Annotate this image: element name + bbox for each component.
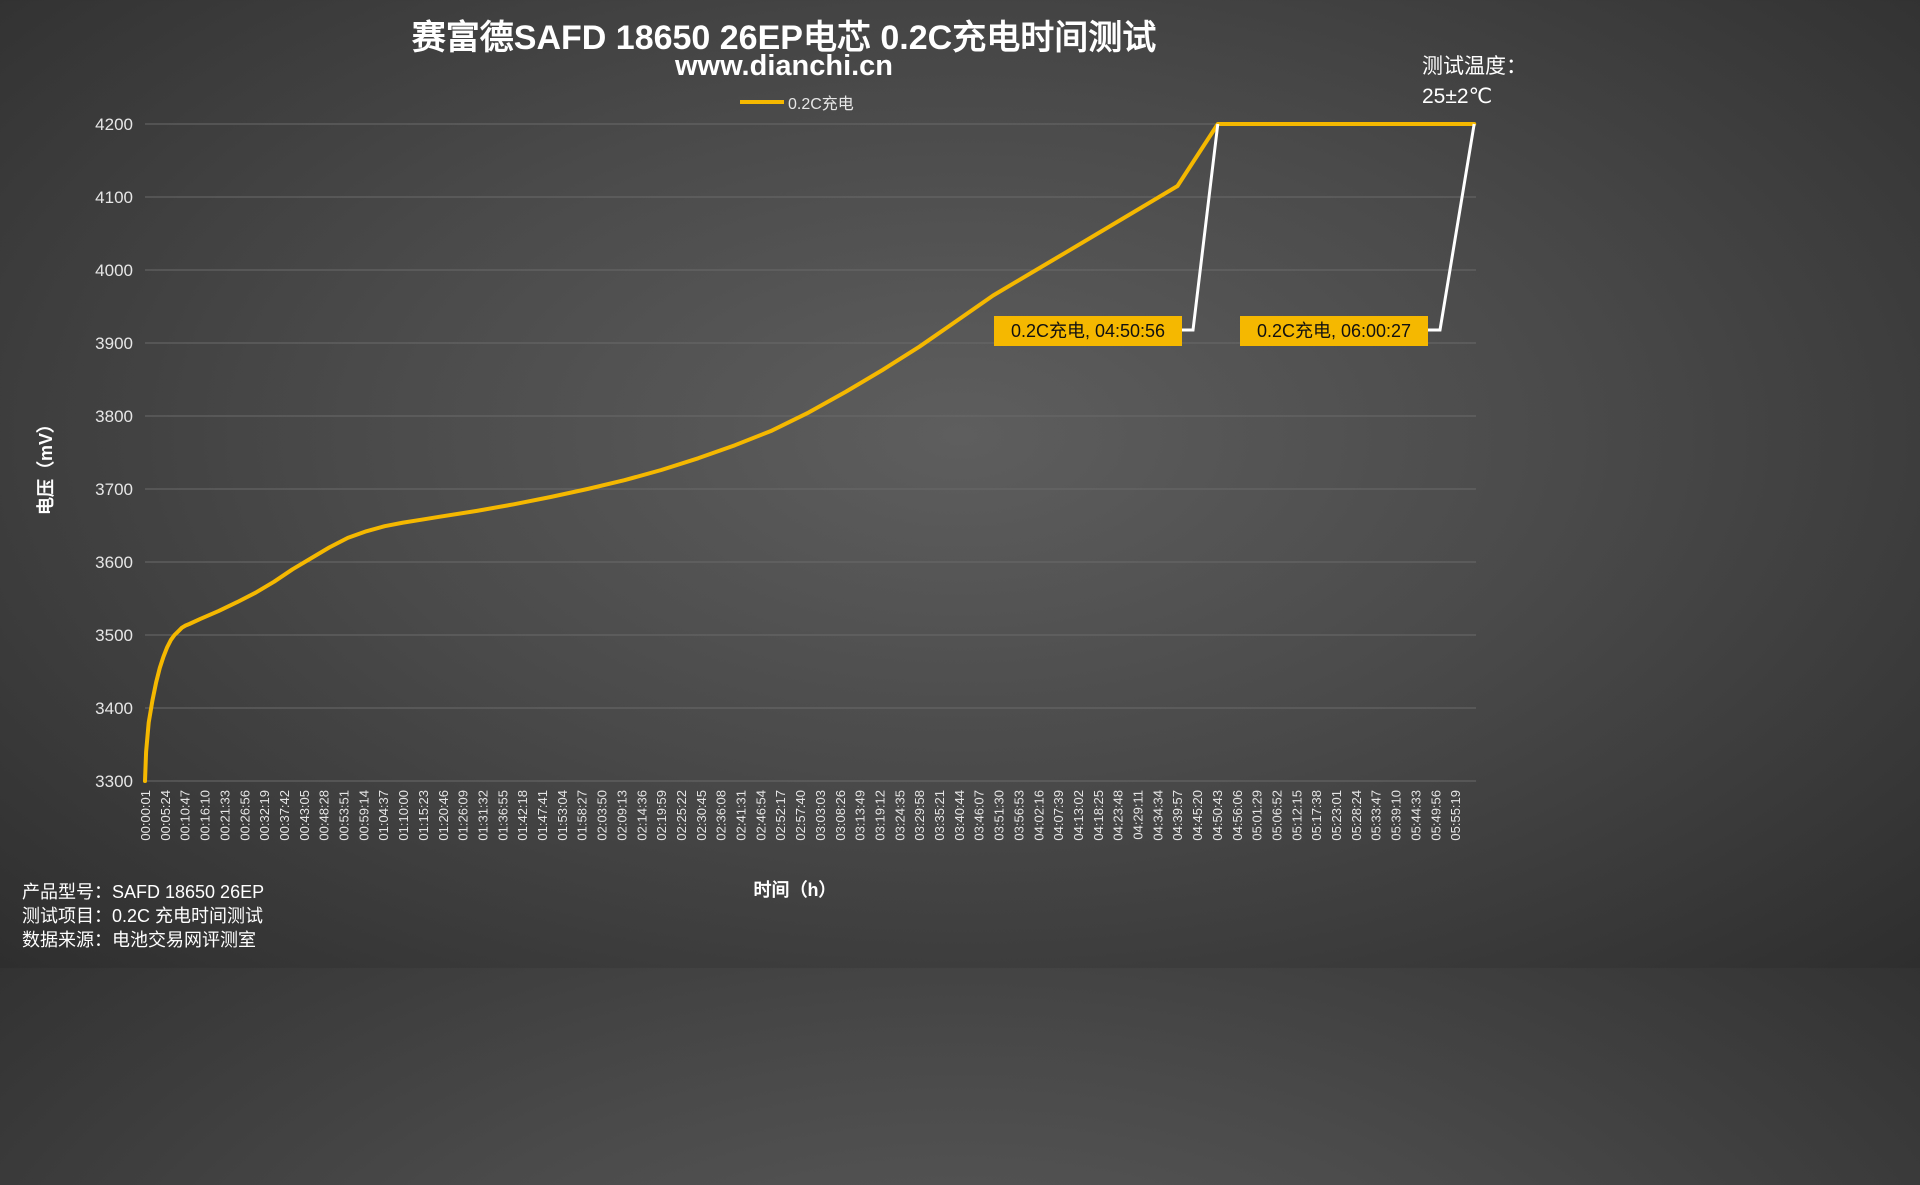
info-source: 数据来源：电池交易网评测室 [22, 930, 256, 950]
line-chart: 3300 3400 3500 3600 3700 3800 3900 4000 4100 4200… [95, 115, 1477, 841]
legend-swatch [740, 100, 784, 104]
x-tick-label: 00:59:14 [356, 790, 371, 841]
x-tick-label: 03:51:30 [992, 790, 1007, 841]
annotation-label: 0.2C充电, 04:50:56 [1011, 321, 1165, 341]
x-tick-label: 00:26:56 [237, 790, 252, 841]
x-tick-label: 00:10:47 [178, 790, 193, 841]
x-tick-label: 02:52:17 [773, 790, 788, 841]
info-block: 产品型号：SAFD 18650 26EP 测试项目：0.2C 充电时间测试 数据… [22, 880, 264, 952]
x-tick-label: 04:56:06 [1230, 790, 1245, 841]
x-axis-label: 时间（h） [753, 880, 837, 900]
x-tick-label: 04:29:11 [1131, 790, 1146, 840]
x-tick-label: 04:50:43 [1210, 790, 1225, 841]
x-tick-label: 01:26:09 [456, 790, 471, 841]
y-tick-label: 3800 [95, 407, 133, 426]
x-tick-label: 03:46:07 [972, 790, 987, 841]
x-tick-label: 01:10:00 [396, 790, 411, 841]
chart-legend: 0.2C充电 [740, 90, 854, 114]
x-tick-label: 04:45:20 [1190, 790, 1205, 841]
x-tick-label: 01:31:32 [475, 790, 490, 841]
y-tick-label: 3400 [95, 699, 133, 718]
series-line-0.2C [143, 122, 1477, 783]
x-tick-label: 02:14:36 [634, 790, 649, 841]
x-tick-label: 05:17:38 [1309, 790, 1324, 841]
x-tick-label: 05:44:33 [1408, 790, 1423, 841]
x-tick-label: 01:04:37 [376, 790, 391, 841]
x-tick-label: 01:58:27 [575, 790, 590, 841]
info-test-item: 测试项目：0.2C 充电时间测试 [22, 906, 264, 926]
x-tick-label: 03:19:12 [872, 790, 887, 841]
x-tick-label: 00:48:28 [317, 790, 332, 841]
x-tick-label: 02:41:31 [734, 790, 749, 841]
info-model: 产品型号：SAFD 18650 26EP [22, 882, 265, 902]
x-tick-label: 05:55:19 [1448, 790, 1463, 841]
x-tick-label: 01:20:46 [436, 790, 451, 841]
x-tick-label: 00:05:24 [158, 790, 173, 841]
y-tick-label: 3600 [95, 553, 133, 572]
y-tick-label: 3500 [95, 626, 133, 645]
x-tick-label: 00:16:10 [198, 790, 213, 841]
x-tick-label: 02:03:50 [595, 790, 610, 841]
x-tick-label: 05:12:15 [1289, 790, 1304, 841]
x-tick-label: 00:00:01 [138, 790, 153, 841]
temperature-value: 25±2℃ [1422, 85, 1493, 108]
x-tick-label: 05:06:52 [1269, 790, 1284, 841]
x-tick-label: 04:07:39 [1051, 790, 1066, 841]
x-tick-label: 03:03:03 [813, 790, 828, 841]
y-tick-label: 4100 [95, 188, 133, 207]
x-tick-label: 00:43:05 [297, 790, 312, 841]
x-tick-label: 00:32:19 [257, 790, 272, 841]
x-tick-label: 05:39:10 [1389, 790, 1404, 841]
x-tick-label: 03:13:49 [853, 790, 868, 841]
x-tick-label: 04:18:25 [1091, 790, 1106, 841]
x-tick-label: 01:42:18 [515, 790, 530, 841]
x-tick-label: 03:56:53 [1011, 790, 1026, 841]
x-tick-label: 01:53:04 [555, 790, 570, 841]
x-tick-label: 02:36:08 [714, 790, 729, 841]
y-tick-label: 3900 [95, 334, 133, 353]
x-tick-label: 00:21:33 [217, 790, 232, 841]
x-tick-label: 04:02:16 [1031, 790, 1046, 841]
x-tick-label: 01:36:55 [495, 790, 510, 841]
x-tick-label: 05:33:47 [1369, 790, 1384, 841]
annotation-leader-line [1428, 123, 1476, 332]
legend-label: 0.2C充电 [788, 96, 854, 113]
annotation-label: 0.2C充电, 06:00:27 [1257, 321, 1411, 341]
x-tick-label: 02:46:54 [753, 790, 768, 841]
x-tick-label: 02:25:22 [674, 790, 689, 841]
annotation-leader-line [1182, 123, 1220, 332]
x-tick-label: 02:09:13 [614, 790, 629, 841]
x-tick-label: 03:24:35 [892, 790, 907, 841]
x-tick-label: 02:19:59 [654, 790, 669, 841]
x-tick-label: 04:34:34 [1150, 790, 1165, 841]
x-tick-label: 00:53:51 [337, 790, 352, 841]
x-tick-label: 03:35:21 [932, 790, 947, 841]
y-tick-label: 3700 [95, 480, 133, 499]
y-tick-label: 4000 [95, 261, 133, 280]
x-tick-label: 02:57:40 [793, 790, 808, 841]
x-tick-label: 03:29:58 [912, 790, 927, 841]
x-tick-label: 01:47:41 [535, 790, 550, 841]
y-tick-label: 3300 [95, 772, 133, 791]
temperature-note: 测试温度： 25±2℃ [1422, 52, 1527, 112]
x-tick-label: 05:49:56 [1428, 790, 1443, 841]
x-tick-label: 05:01:29 [1250, 790, 1265, 841]
x-tick-label: 05:23:01 [1329, 790, 1344, 841]
x-tick-label: 05:28:24 [1349, 790, 1364, 841]
x-tick-label: 04:39:57 [1170, 790, 1185, 841]
temperature-label: 测试温度： [1422, 55, 1527, 78]
chart-subtitle: www.dianchi.cn [674, 50, 894, 82]
y-tick-label: 4200 [95, 115, 133, 134]
annotation-box [1240, 316, 1428, 346]
x-tick-label: 01:15:23 [416, 790, 431, 841]
x-tick-label: 04:23:48 [1111, 790, 1126, 841]
x-tick-label: 02:30:45 [694, 790, 709, 841]
x-tick-label: 00:37:42 [277, 790, 292, 841]
annotation-box [994, 316, 1182, 346]
chart-title: 赛富德SAFD 18650 26EP电芯 0.2C充电时间测试 [411, 19, 1157, 57]
x-tick-label: 03:08:26 [833, 790, 848, 841]
x-tick-label: 04:13:02 [1071, 790, 1086, 841]
x-tick-label: 03:40:44 [952, 790, 967, 841]
